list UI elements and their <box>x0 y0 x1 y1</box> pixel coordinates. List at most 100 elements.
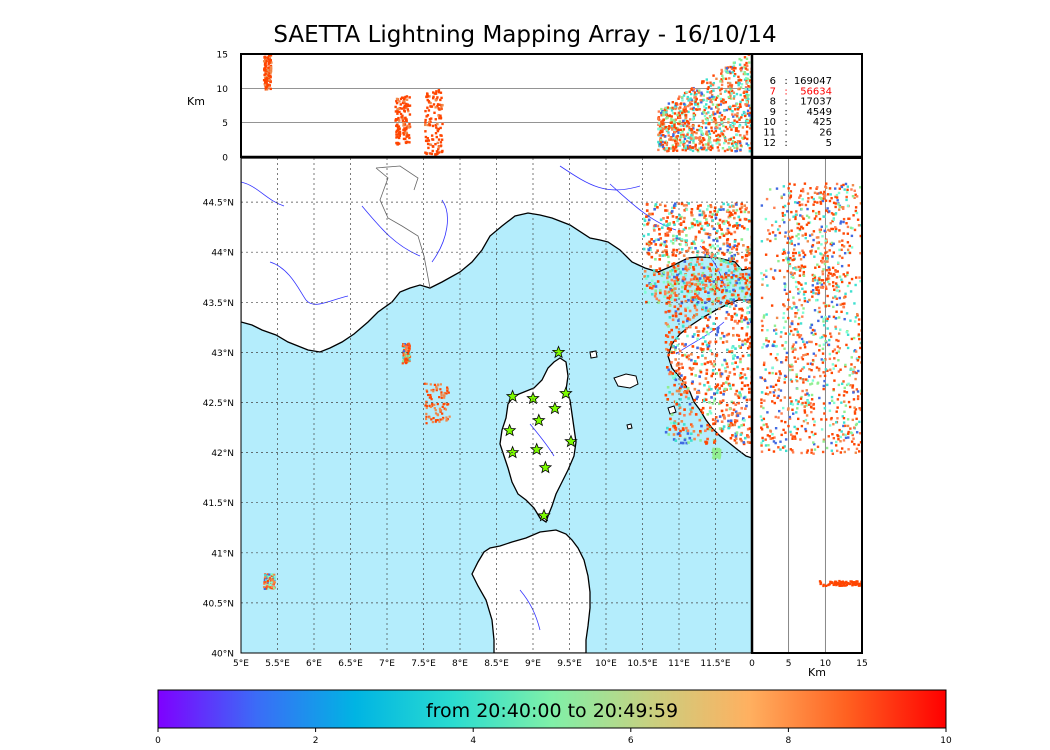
top-source-point <box>675 140 678 143</box>
top-source-point <box>719 97 723 101</box>
right-source-point <box>847 217 850 220</box>
top-source-point <box>720 119 723 122</box>
right-source-point <box>802 255 806 259</box>
right-source-point <box>802 378 805 381</box>
top-source-point <box>710 107 713 110</box>
map-source-point <box>670 328 674 332</box>
map-source-point <box>434 419 438 422</box>
top-source-point <box>674 145 678 148</box>
map-source-point <box>425 389 428 392</box>
map-source-point <box>722 253 726 256</box>
map-source-point <box>740 238 744 241</box>
top-source-point <box>699 127 703 130</box>
top-source-point <box>734 127 738 130</box>
top-source-point <box>664 135 667 138</box>
right-source-point <box>849 226 853 230</box>
map-source-point <box>740 320 744 323</box>
right-source-point <box>823 246 827 250</box>
map-source-point <box>679 386 682 390</box>
top-source-point <box>702 121 705 125</box>
right-source-point <box>818 196 821 199</box>
map-source-point <box>734 420 737 424</box>
map-source-point <box>447 391 450 394</box>
map-source-point <box>679 312 683 316</box>
right-source-point <box>790 347 794 350</box>
right-source-point <box>811 328 815 332</box>
top-source-point <box>661 140 664 144</box>
top-source-point <box>265 72 269 75</box>
map-source-point <box>697 279 701 283</box>
map-source-point <box>733 372 736 376</box>
map-source-point <box>683 438 687 442</box>
map-source-point <box>739 273 743 276</box>
map-source-point <box>741 354 745 358</box>
right-source-point <box>838 187 841 190</box>
right-source-point <box>834 205 837 209</box>
right-source-point <box>795 375 798 378</box>
right-source-point <box>804 290 807 294</box>
top-source-point <box>396 123 399 126</box>
map-source-point <box>673 383 676 387</box>
top-source-point <box>689 98 692 101</box>
top-source-point <box>720 121 724 124</box>
top-source-point <box>735 92 739 96</box>
map-source-point <box>703 216 706 219</box>
map-source-point <box>737 319 741 323</box>
map-source-point <box>692 430 696 433</box>
map-source-point <box>674 378 678 382</box>
map-source-point <box>712 322 716 325</box>
right-source-point <box>769 267 773 271</box>
top-source-point <box>702 136 705 140</box>
right-source-point <box>802 290 806 294</box>
map-source-point <box>425 402 428 405</box>
map-source-point <box>728 214 732 217</box>
right-source-point <box>780 412 783 415</box>
station-count-points: 56634 <box>800 86 832 97</box>
right-source-point <box>798 298 801 302</box>
right-source-point <box>859 279 862 283</box>
right-source-point <box>765 313 768 316</box>
map-source-point <box>719 454 722 457</box>
top-source-point <box>720 72 723 75</box>
map-source-point <box>692 316 695 319</box>
right-source-point <box>855 211 859 215</box>
map-source-point <box>440 396 443 399</box>
top-source-point <box>719 117 723 121</box>
top-source-point <box>408 122 411 126</box>
right-source-point <box>822 317 825 320</box>
map-source-point <box>690 352 693 356</box>
top-source-point <box>431 149 434 153</box>
map-source-point <box>408 346 411 350</box>
map-source-point <box>717 452 720 455</box>
top-source-point <box>663 108 667 111</box>
top-source-point <box>425 139 429 143</box>
map-x-tick-label: 6°E <box>306 659 322 669</box>
map-source-point <box>706 251 710 255</box>
right-source-point <box>817 236 820 239</box>
right-source-point <box>856 359 860 362</box>
map-source-point <box>725 340 729 343</box>
right-source-point <box>814 266 817 269</box>
map-source-point <box>677 217 680 221</box>
map-x-tick-label: 8°E <box>452 659 468 669</box>
map-source-point <box>404 355 407 359</box>
map-source-point <box>683 381 687 385</box>
top-source-point <box>396 141 400 145</box>
top-source-point <box>706 81 709 85</box>
map-source-point <box>675 364 679 367</box>
top-source-point <box>677 131 680 134</box>
top-source-point <box>679 124 683 128</box>
right-source-point <box>799 322 803 325</box>
right-source-point <box>845 583 849 587</box>
right-source-point <box>823 407 827 410</box>
top-source-point <box>695 131 698 135</box>
map-source-point <box>668 304 672 307</box>
right-source-point <box>822 402 826 405</box>
map-source-point <box>730 271 734 274</box>
top-source-point <box>706 119 709 122</box>
top-source-point <box>682 109 686 112</box>
map-source-point <box>742 244 745 247</box>
right-source-point <box>854 350 858 353</box>
top-source-point <box>704 143 708 146</box>
map-source-point <box>672 206 676 209</box>
